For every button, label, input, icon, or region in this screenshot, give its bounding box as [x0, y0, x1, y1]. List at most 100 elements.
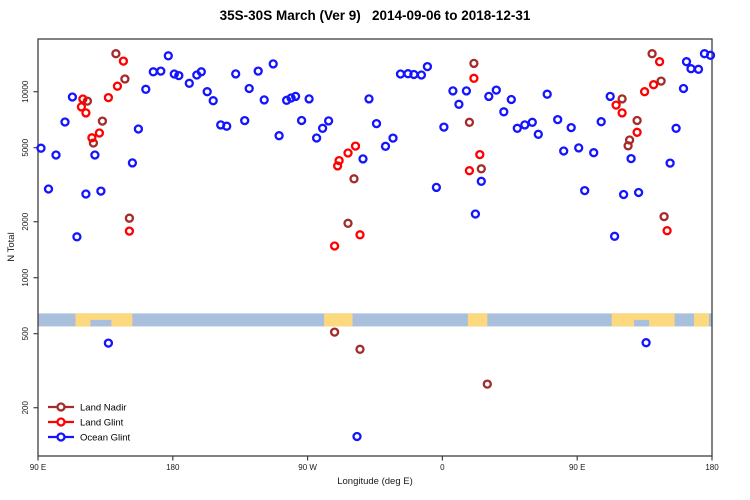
data-point-land-nadir	[469, 58, 479, 69]
data-point-land-glint	[103, 92, 114, 103]
data-point-land-nadir	[632, 115, 642, 126]
data-point-ocean-glint	[681, 57, 692, 67]
data-point-land-glint	[464, 166, 475, 176]
data-point-ocean-glint	[705, 50, 716, 60]
data-point-land-glint	[78, 94, 88, 104]
data-point-ocean-glint	[244, 83, 254, 94]
x-tick-label: 90 W	[298, 463, 317, 472]
data-point-land-nadir	[82, 96, 93, 106]
data-point-ocean-glint	[268, 59, 278, 69]
data-point-ocean-glint	[156, 66, 166, 76]
data-point-land-nadir	[97, 116, 108, 126]
data-point-ocean-glint	[222, 121, 232, 131]
y-tick-label: 2000	[21, 212, 30, 230]
data-point-ocean-glint	[141, 84, 151, 94]
legend-item-land-glint: Land Glint	[48, 417, 124, 429]
data-point-land-nadir	[329, 327, 340, 337]
data-point-ocean-glint	[296, 115, 307, 126]
data-point-land-nadir	[617, 94, 627, 104]
data-point-ocean-glint	[51, 150, 61, 160]
data-point-land-nadir	[476, 164, 486, 174]
legend-item-ocean-glint: Ocean Glint	[48, 432, 131, 444]
data-point-ocean-glint	[196, 67, 206, 77]
data-point-ocean-glint	[81, 189, 91, 199]
x-tick-label: 90 E	[30, 463, 46, 472]
data-point-ocean-glint	[202, 87, 212, 97]
data-point-land-glint	[648, 80, 659, 90]
data-point-ocean-glint	[542, 89, 552, 99]
data-point-ocean-glint	[454, 99, 464, 109]
data-point-ocean-glint	[416, 70, 427, 80]
data-point-ocean-glint	[72, 232, 82, 242]
data-point-ocean-glint	[358, 154, 368, 164]
data-point-ocean-glint	[304, 94, 314, 104]
data-point-ocean-glint	[596, 117, 606, 127]
data-point-ocean-glint	[364, 94, 374, 104]
map-strip-ocean	[38, 313, 712, 327]
data-point-ocean-glint	[533, 129, 543, 139]
data-point-ocean-glint	[461, 86, 472, 96]
data-point-land-nadir	[111, 49, 121, 59]
map-strip-land	[467, 313, 488, 327]
data-point-land-glint	[469, 73, 479, 83]
data-point-ocean-glint	[96, 186, 106, 196]
plot-border	[37, 38, 713, 457]
data-point-land-nadir	[464, 117, 475, 127]
data-point-ocean-glint	[470, 209, 481, 219]
map-strip-land	[694, 313, 710, 327]
data-point-ocean-glint	[133, 124, 144, 134]
data-point-ocean-glint	[36, 143, 46, 153]
legend-marker	[56, 432, 66, 442]
map-strip	[38, 313, 712, 327]
data-point-ocean-glint	[67, 92, 78, 102]
data-point-ocean-glint	[520, 120, 530, 130]
data-point-ocean-glint	[103, 338, 114, 348]
map-strip-bight	[90, 319, 112, 327]
y-tick-label: 500	[21, 326, 30, 340]
chart-title: 35S-30S March (Ver 9) 2014-09-06 to 2018…	[219, 8, 531, 23]
data-point-land-glint	[81, 108, 91, 118]
data-point-ocean-glint	[678, 83, 689, 94]
data-point-land-glint	[639, 87, 650, 97]
data-point-ocean-glint	[559, 146, 569, 156]
x-tick-label: 90 E	[569, 463, 585, 472]
data-point-ocean-glint	[491, 85, 501, 95]
data-point-land-nadir	[124, 213, 135, 223]
data-point-ocean-glint	[499, 107, 509, 117]
data-point-land-nadir	[482, 379, 492, 389]
legend-marker	[56, 417, 66, 427]
map-strip-land	[324, 313, 353, 327]
data-point-ocean-glint	[506, 94, 516, 105]
map-strip-bight	[634, 319, 650, 327]
data-point-ocean-glint	[512, 123, 522, 133]
legend-label: Land Nadir	[80, 403, 126, 414]
data-point-ocean-glint	[580, 185, 590, 196]
data-point-land-nadir	[647, 49, 657, 59]
data-point-land-glint	[334, 155, 344, 166]
data-point-land-glint	[76, 102, 87, 112]
data-point-ocean-glint	[380, 141, 391, 151]
y-tick-label: 5000	[21, 138, 30, 156]
legend: Land Nadir Land Glint Ocean Glint	[48, 402, 131, 444]
data-point-land-nadir	[659, 211, 669, 222]
data-point-land-glint	[124, 226, 135, 236]
data-point-ocean-glint	[671, 123, 681, 133]
data-point-ocean-glint	[127, 158, 138, 168]
data-point-ocean-glint	[484, 91, 494, 102]
data-point-ocean-glint	[409, 69, 419, 80]
data-point-ocean-glint	[184, 78, 194, 88]
data-point-ocean-glint	[618, 189, 629, 200]
data-point-ocean-glint	[553, 114, 563, 125]
data-point-ocean-glint	[626, 153, 636, 164]
data-point-ocean-glint	[439, 122, 449, 132]
data-point-ocean-glint	[208, 96, 218, 106]
data-point-ocean-glint	[431, 182, 442, 193]
data-point-ocean-glint	[317, 123, 328, 133]
data-point-land-glint	[355, 230, 365, 240]
data-point-land-glint	[118, 56, 129, 66]
data-point-land-nadir	[355, 344, 365, 354]
data-point-ocean-glint	[43, 184, 54, 194]
plot-frame: 90 E 180 90 W 0 90 E 180 10000 5000 2000 1000 500 2…	[21, 38, 719, 472]
